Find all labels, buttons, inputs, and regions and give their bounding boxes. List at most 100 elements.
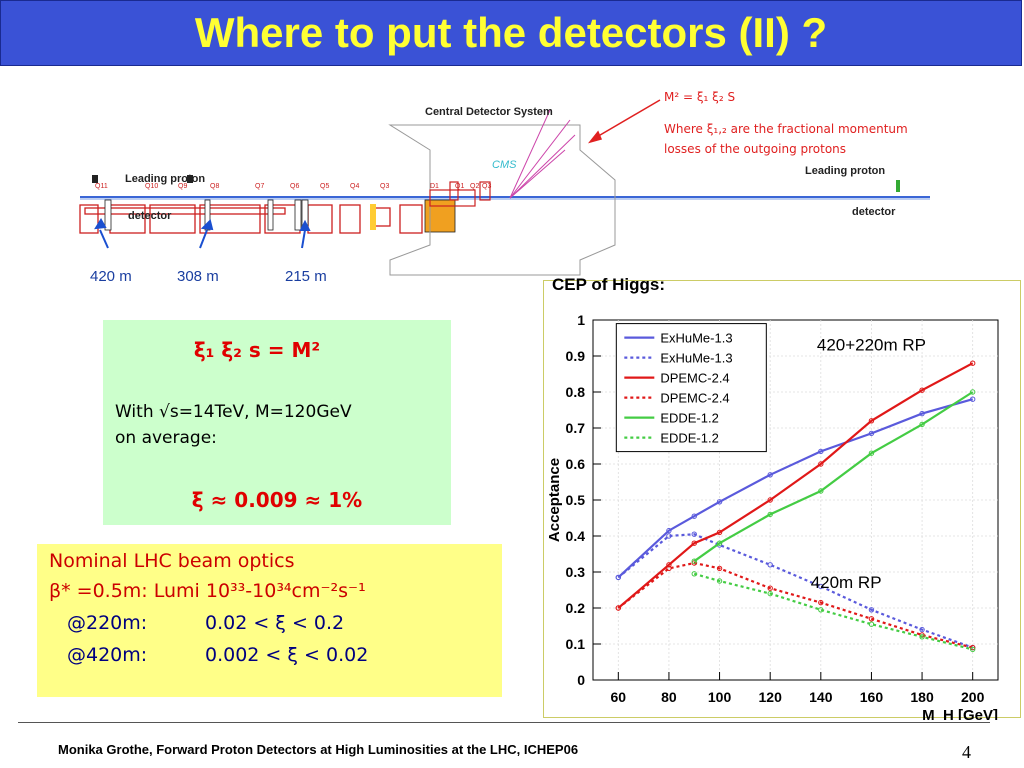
acceptance-220-value: 0.02 < ξ < 0.2 bbox=[205, 612, 345, 634]
data-point bbox=[919, 626, 925, 633]
data-point bbox=[818, 488, 824, 494]
y-tick-label: 0.1 bbox=[566, 636, 586, 652]
y-tick-label: 1 bbox=[577, 312, 585, 328]
data-point bbox=[691, 540, 697, 546]
xi-result: ξ ≈ 0.009 ≈ 1% bbox=[191, 488, 363, 512]
page-title: Where to put the detectors (II) ? bbox=[194, 9, 828, 56]
data-point bbox=[969, 396, 976, 402]
annotation-text-2: losses of the outgoing protons bbox=[664, 142, 847, 156]
distance-215: 215 m bbox=[285, 268, 327, 285]
annotation-text-1: Where ξ₁,₂ are the fractional momentum bbox=[664, 122, 908, 136]
annotation-formula: M² = ξ₁ ξ₂ S bbox=[664, 90, 736, 104]
distance-420: 420 m bbox=[90, 268, 132, 285]
legend-label: EDDE-1.2 bbox=[660, 411, 719, 426]
data-point bbox=[969, 644, 976, 651]
x-tick-label: 60 bbox=[611, 689, 627, 705]
acceptance-420-value: 0.002 < ξ < 0.02 bbox=[205, 644, 369, 666]
magnet-label: Q11 bbox=[95, 183, 108, 190]
series-line bbox=[617, 533, 974, 649]
magnet-label: Q6 bbox=[290, 183, 299, 190]
data-point bbox=[691, 531, 697, 537]
x-tick-label: 80 bbox=[661, 689, 677, 705]
beamline-diagram: CMS Q11 Q10 Q9 Q8 Q7 Q6 Q5 Q4 Q3 D1 Q1 Q2 Q3 bbox=[79, 99, 930, 276]
y-tick-label: 0.4 bbox=[566, 528, 586, 544]
data-point bbox=[868, 607, 875, 613]
page-number: 4 bbox=[962, 742, 971, 762]
y-tick-label: 0.8 bbox=[566, 384, 586, 400]
data-point bbox=[716, 565, 723, 572]
data-point bbox=[716, 540, 723, 546]
x-tick-label: 120 bbox=[759, 689, 783, 705]
data-point bbox=[919, 387, 925, 393]
magnet-label: Q8 bbox=[210, 183, 219, 190]
x-tick-label: 100 bbox=[708, 689, 732, 705]
data-point bbox=[868, 616, 875, 622]
data-point bbox=[767, 590, 773, 597]
data-point bbox=[969, 389, 976, 395]
data-point bbox=[767, 472, 773, 478]
data-point bbox=[767, 497, 773, 503]
data-point bbox=[868, 621, 875, 627]
magnet-label: Q2 bbox=[470, 183, 479, 190]
y-tick-label: 0.7 bbox=[566, 420, 586, 436]
x-tick-label: 200 bbox=[961, 689, 985, 705]
acceptance-420-label: @420m: bbox=[67, 644, 148, 666]
y-axis-title: Acceptance bbox=[546, 458, 563, 542]
series-line bbox=[693, 572, 973, 651]
footer-divider bbox=[18, 722, 990, 723]
x-tick-label: 180 bbox=[910, 689, 934, 705]
legend-label: ExHuMe-1.3 bbox=[660, 351, 732, 366]
y-tick-label: 0.5 bbox=[566, 492, 586, 508]
data-point bbox=[666, 533, 672, 539]
data-point bbox=[666, 565, 672, 572]
magnet-label: Q10 bbox=[145, 183, 158, 190]
detector-left-label: detector bbox=[128, 210, 172, 222]
data-point bbox=[767, 562, 773, 568]
data-point bbox=[818, 461, 824, 467]
data-point bbox=[691, 513, 697, 519]
cms-logo: CMS bbox=[492, 159, 517, 171]
y-tick-label: 0.6 bbox=[566, 456, 586, 472]
data-point bbox=[615, 605, 622, 611]
magnet-label: Q4 bbox=[350, 183, 359, 190]
data-point bbox=[666, 562, 672, 568]
y-tick-label: 0.3 bbox=[566, 564, 586, 580]
central-detector-label: Central Detector System bbox=[425, 106, 553, 118]
energy-line: With √s=14TeV, M=120GeV bbox=[115, 402, 352, 422]
data-point bbox=[716, 499, 723, 505]
average-line: on average: bbox=[115, 428, 217, 448]
data-point bbox=[716, 529, 723, 536]
title-bar: Where to put the detectors (II) ? bbox=[0, 0, 1022, 66]
legend-label: DPEMC-2.4 bbox=[660, 371, 729, 386]
series-line bbox=[617, 561, 973, 649]
series-line bbox=[617, 398, 973, 579]
legend-box bbox=[615, 323, 767, 453]
acceptance-220-label: @220m: bbox=[67, 612, 148, 634]
mass-equation: ξ₁ ξ₂ s = M² bbox=[193, 338, 321, 362]
data-point bbox=[615, 574, 622, 581]
x-tick-label: 140 bbox=[809, 689, 833, 705]
leading-proton-right-label: Leading proton bbox=[805, 165, 886, 177]
kinematics-box: ξ₁ ξ₂ s = M² With √s=14TeV, M=120GeV on … bbox=[103, 320, 451, 525]
data-point bbox=[818, 583, 824, 590]
distance-308: 308 m bbox=[177, 268, 219, 285]
footer-citation: Monika Grothe, Forward Proton Detectors … bbox=[58, 742, 579, 757]
data-point bbox=[818, 599, 824, 606]
magnet-elements bbox=[79, 204, 423, 234]
x-tick-label: 160 bbox=[860, 689, 884, 705]
data-point bbox=[767, 511, 773, 518]
series-line bbox=[617, 362, 974, 609]
y-tick-label: 0 bbox=[577, 672, 585, 688]
data-point bbox=[666, 527, 672, 534]
legend-label: DPEMC-2.4 bbox=[660, 391, 729, 406]
data-point bbox=[969, 646, 976, 653]
legend-label: EDDE-1.2 bbox=[660, 431, 719, 446]
magnet-label: Q9 bbox=[178, 183, 187, 190]
detector-right-label: detector bbox=[852, 206, 896, 218]
leading-proton-left-label: Leading proton bbox=[125, 173, 206, 185]
data-point bbox=[868, 430, 875, 437]
annotation-420-220: 420+220m RP bbox=[817, 336, 926, 355]
legend-label: ExHuMe-1.3 bbox=[660, 331, 732, 346]
beam-optics-box: Nominal LHC beam optics β* =0.5m: Lumi 1… bbox=[37, 544, 502, 697]
